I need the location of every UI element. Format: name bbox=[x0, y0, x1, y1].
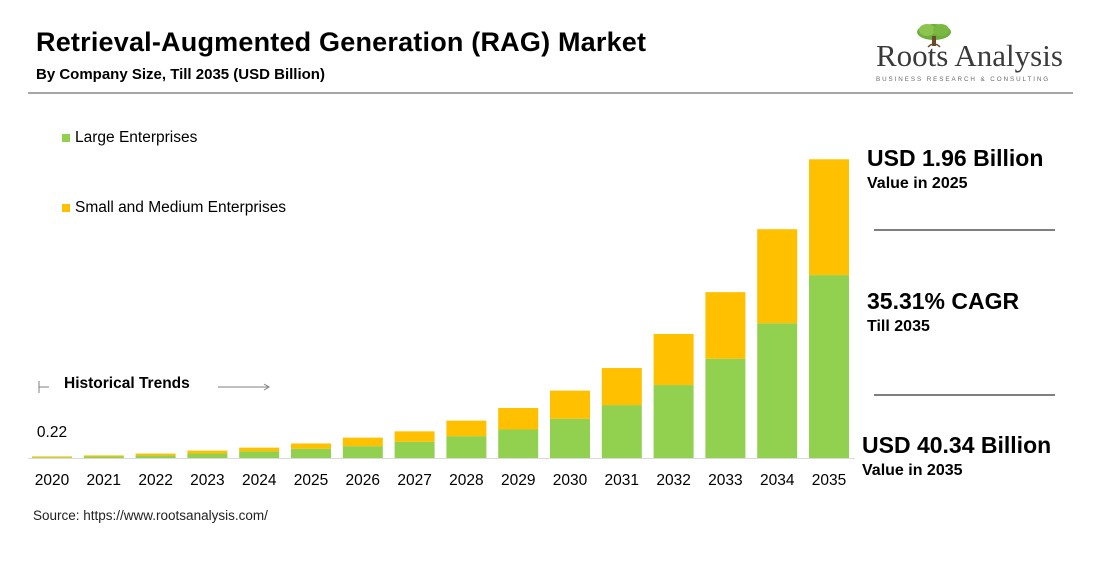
bar-sme-2035 bbox=[809, 159, 849, 276]
x-tick-label-2032: 2032 bbox=[656, 472, 690, 489]
cagr-callout: 35.31% CAGR bbox=[867, 288, 1020, 314]
value-2025-caption: Value in 2025 bbox=[867, 175, 968, 192]
bar-sme-2033 bbox=[705, 292, 746, 359]
data-label-2020: 0.22 bbox=[37, 424, 67, 441]
x-tick-label-2030: 2030 bbox=[553, 472, 588, 489]
chart-title: Retrieval-Augmented Generation (RAG) Mar… bbox=[36, 27, 647, 57]
bar-sme-2034 bbox=[757, 229, 798, 324]
x-tick-label-2021: 2021 bbox=[87, 472, 121, 489]
stacked-bar-chart: 2020 2021 2022 2023 2024 2025 2026 2027 2028 2029… bbox=[28, 159, 855, 489]
bar-large-2024 bbox=[239, 451, 280, 458]
bar-sme-2025 bbox=[291, 443, 331, 449]
legend-item-sme: Small and Medium Enterprises bbox=[62, 199, 286, 217]
x-tick-label-2029: 2029 bbox=[501, 472, 535, 489]
bar-large-2033 bbox=[705, 358, 746, 458]
legend-swatch-large bbox=[62, 134, 70, 142]
legend-item-large: Large Enterprises bbox=[62, 129, 197, 147]
value-2025-callout: USD 1.96 Billion bbox=[867, 145, 1044, 171]
x-tick-label-2020: 2020 bbox=[35, 472, 70, 489]
x-tick-label-2026: 2026 bbox=[346, 472, 380, 489]
value-2035-caption: Value in 2035 bbox=[862, 462, 963, 479]
x-tick-label-2033: 2033 bbox=[708, 472, 742, 489]
x-tick-label-2028: 2028 bbox=[449, 472, 483, 489]
bar-sme-2031 bbox=[601, 368, 642, 406]
x-tick-label-2035: 2035 bbox=[812, 472, 846, 489]
bar-sme-2023 bbox=[187, 450, 228, 454]
source-note: Source: https://www.rootsanalysis.com/ bbox=[33, 508, 268, 523]
bar-large-2032 bbox=[653, 385, 694, 458]
bar-large-2031 bbox=[601, 405, 642, 458]
arrow-right-icon bbox=[218, 383, 270, 391]
historical-trends-label: Historical Trends bbox=[64, 375, 190, 392]
x-tick-label-2024: 2024 bbox=[242, 472, 277, 489]
bar-sme-2020 bbox=[32, 456, 72, 458]
bar-large-2028 bbox=[446, 436, 487, 458]
x-tick-label-2027: 2027 bbox=[397, 472, 431, 489]
x-tick-label-2025: 2025 bbox=[294, 472, 328, 489]
historical-start-marker bbox=[38, 381, 49, 393]
bar-sme-2026 bbox=[342, 437, 383, 447]
legend-label-large: Large Enterprises bbox=[75, 129, 198, 146]
bar-sme-2029 bbox=[498, 408, 539, 430]
roots-analysis-logo: Roots Analysis BUSINESS RESEARCH & CONSU… bbox=[868, 22, 1073, 88]
bar-large-2023 bbox=[187, 453, 228, 458]
logo-tagline: BUSINESS RESEARCH & CONSULTING bbox=[876, 76, 1051, 83]
callout-divider-2 bbox=[874, 394, 1055, 396]
bar-large-2035 bbox=[809, 275, 849, 458]
bar-large-2034 bbox=[757, 323, 798, 458]
logo-name: Roots Analysis bbox=[876, 38, 1063, 73]
cagr-caption: Till 2035 bbox=[867, 318, 930, 335]
bar-sme-2030 bbox=[550, 390, 590, 419]
header-divider bbox=[28, 92, 1073, 94]
chart-subtitle: By Company Size, Till 2035 (USD Billion) bbox=[36, 66, 325, 83]
bar-sme-2032 bbox=[653, 333, 694, 386]
bar-large-2025 bbox=[291, 448, 331, 458]
bar-large-2026 bbox=[342, 446, 383, 458]
x-tick-label-2023: 2023 bbox=[190, 472, 224, 489]
bar-sme-2024 bbox=[239, 447, 280, 452]
x-tick-label-2031: 2031 bbox=[605, 472, 639, 489]
value-2035-callout: USD 40.34 Billion bbox=[862, 432, 1052, 458]
x-tick-label-2034: 2034 bbox=[760, 472, 795, 489]
tree-icon bbox=[917, 24, 951, 48]
bar-sme-2027 bbox=[394, 431, 435, 442]
legend-swatch-sme bbox=[62, 204, 70, 212]
callout-divider-1 bbox=[874, 229, 1055, 231]
bar-large-2029 bbox=[498, 429, 539, 458]
legend-label-sme: Small and Medium Enterprises bbox=[75, 199, 287, 216]
bar-large-2022 bbox=[135, 455, 176, 458]
bar-large-2021 bbox=[83, 456, 124, 458]
bar-large-2027 bbox=[394, 441, 435, 458]
bar-sme-2022 bbox=[135, 453, 176, 456]
bar-sme-2021 bbox=[83, 455, 124, 457]
bar-large-2030 bbox=[550, 418, 590, 458]
bar-sme-2028 bbox=[446, 420, 487, 437]
x-tick-label-2022: 2022 bbox=[138, 472, 172, 489]
bar-large-2020 bbox=[32, 457, 72, 458]
